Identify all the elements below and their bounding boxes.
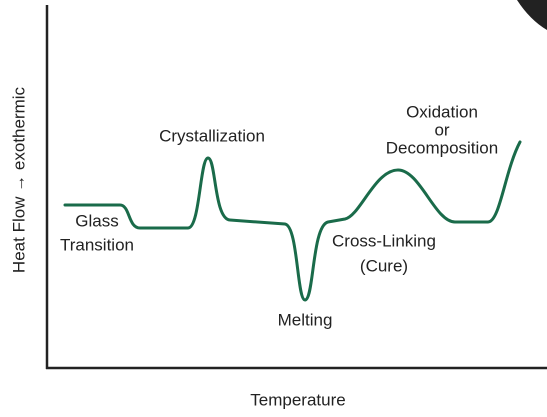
annotation: or <box>434 120 449 139</box>
annotation: Oxidation <box>406 102 478 121</box>
annotation: Melting <box>278 310 333 329</box>
annotation: Glass <box>75 211 118 230</box>
y-axis-label: Heat Flow → exothermic <box>9 86 28 273</box>
annotation: Cross-Linking <box>332 231 436 250</box>
corner-object <box>517 0 547 30</box>
heat-flow-curve <box>63 140 522 302</box>
annotation: Decomposition <box>386 138 498 157</box>
x-axis-label: Temperature <box>250 390 345 409</box>
annotation: Crystallization <box>159 126 265 145</box>
annotation: (Cure) <box>360 256 408 275</box>
annotation: Transition <box>60 235 134 254</box>
